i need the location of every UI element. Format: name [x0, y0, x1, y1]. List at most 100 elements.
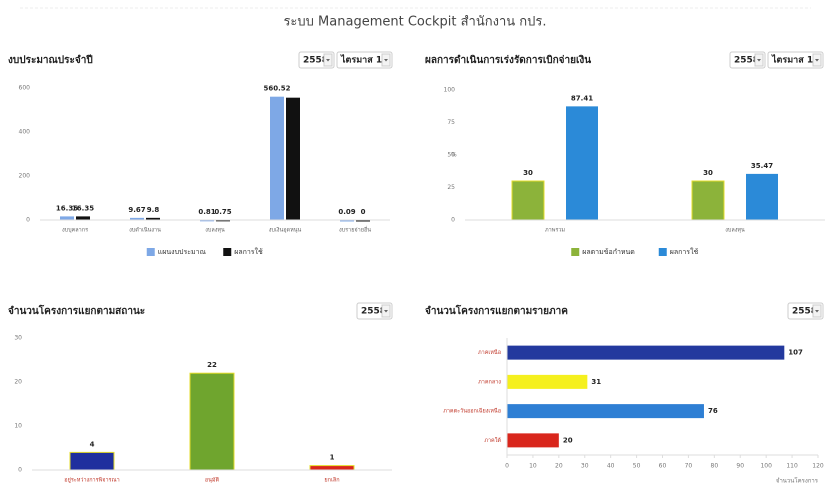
- legend-label: แผนงบประมาณ: [158, 248, 207, 256]
- y-tick-label: 400: [19, 129, 31, 136]
- bar: [507, 374, 588, 389]
- x-tick-label: 90: [736, 463, 744, 470]
- value-label: 4: [90, 440, 95, 448]
- value-label: 31: [591, 378, 601, 386]
- value-label: 87.41: [571, 94, 593, 102]
- dropdown-arrow[interactable]: [384, 310, 388, 313]
- y-tick-label: 100: [444, 87, 456, 94]
- legend-swatch: [571, 248, 580, 256]
- x-tick-label: 20: [555, 463, 563, 470]
- bar: [356, 220, 370, 222]
- value-label: 0.09: [338, 208, 355, 216]
- bar: [189, 372, 235, 471]
- x-tick-label: 120: [812, 463, 824, 470]
- value-label: 0.81: [198, 208, 215, 216]
- panel-title: จำนวนโครงการแยกตามสถานะ: [8, 304, 145, 317]
- panel-title: ผลการดำเนินการเร่งรัดการเบิกจ่ายเงิน: [425, 54, 591, 66]
- x-tick-label: อยู่ระหว่างการพิจารณา: [64, 477, 119, 484]
- x-tick-label: 50: [633, 463, 641, 470]
- value-label: 9.8: [147, 206, 160, 214]
- bar: [76, 216, 90, 220]
- page-title: ระบบ Management Cockpit สำนักงาน กปร.: [283, 15, 546, 30]
- dropdown[interactable]: 2558: [787, 302, 824, 320]
- dropdown-arrow[interactable]: [815, 310, 819, 313]
- legend-label: ผลการใช้: [670, 247, 699, 256]
- bar: [146, 217, 160, 220]
- dropdown-label[interactable]: 2558: [361, 307, 386, 317]
- y-tick-label: ภาคกลาง: [478, 379, 501, 385]
- bar: [746, 173, 778, 220]
- dropdown[interactable]: ไตรมาส 1: [336, 51, 393, 69]
- legend-swatch: [146, 248, 155, 256]
- y-tick-label: ภาคใต้: [484, 437, 501, 444]
- bar: [566, 106, 598, 220]
- value-label: 16.35: [72, 204, 94, 212]
- dropdown[interactable]: 2558: [298, 51, 335, 69]
- panel-title: งบประมาณประจำปี: [8, 54, 93, 66]
- dropdown-arrow[interactable]: [757, 59, 761, 62]
- x-tick-label: 60: [659, 463, 667, 470]
- bar: [507, 404, 704, 419]
- legend-label: ผลตามข้อกำหนด: [582, 248, 635, 256]
- dropdown-box[interactable]: [767, 51, 824, 69]
- x-tick-label: งบเงินอุดหนุน: [269, 227, 302, 234]
- value-label: 9.67: [128, 206, 145, 214]
- y-tick-label: ภาคตะวันออกเฉียงเหนือ: [443, 408, 501, 415]
- bar: [507, 345, 785, 360]
- legend-label: ผลการใช้: [234, 247, 263, 256]
- legend-swatch: [658, 248, 667, 256]
- bar: [340, 219, 354, 222]
- y-tick-label: 25: [447, 184, 455, 191]
- dropdown[interactable]: 2558: [356, 302, 393, 320]
- value-label: 30: [523, 169, 533, 177]
- dropdown-label[interactable]: 2558: [792, 307, 817, 317]
- x-tick-label: 0: [505, 463, 509, 470]
- x-tick-label: อนุมัติ: [205, 477, 220, 484]
- y-tick-label: 20: [14, 379, 22, 386]
- y-axis-label: %: [451, 152, 457, 159]
- y-tick-label: ภาคเหนือ: [478, 349, 501, 356]
- x-tick-label: ยกเลิก: [324, 477, 339, 484]
- y-tick-label: 30: [14, 335, 22, 342]
- dropdown-arrow[interactable]: [384, 59, 388, 62]
- x-tick-label: ภาพรวม: [545, 228, 565, 234]
- x-tick-label: 40: [607, 463, 615, 470]
- value-label: 0.75: [214, 208, 231, 216]
- x-tick-label: งบบุคลากร: [62, 228, 88, 234]
- bar: [200, 219, 214, 222]
- y-tick-label: 50: [447, 152, 455, 159]
- x-tick-label: 30: [581, 463, 589, 470]
- dropdown-box[interactable]: [336, 51, 393, 69]
- bar: [130, 217, 144, 220]
- value-label: 107: [788, 349, 803, 357]
- bar: [270, 96, 284, 220]
- y-tick-label: 0: [451, 217, 455, 224]
- y-tick-label: 0: [18, 467, 22, 474]
- y-tick-label: 10: [14, 423, 22, 430]
- x-axis-label: จำนวนโครงการ: [776, 477, 819, 485]
- bar: [216, 219, 230, 222]
- y-tick-label: 200: [19, 173, 31, 180]
- bar: [691, 180, 725, 221]
- dropdown-label[interactable]: 2558: [303, 56, 328, 66]
- dropdown-label[interactable]: ไตรมาส 1: [340, 54, 382, 66]
- dropdown[interactable]: ไตรมาส 1: [767, 51, 824, 69]
- value-label: 76: [708, 407, 718, 415]
- bar: [511, 180, 545, 221]
- dropdown-arrow[interactable]: [326, 59, 330, 62]
- value-label: 30: [703, 169, 713, 177]
- dropdown[interactable]: 2558: [729, 51, 766, 69]
- y-tick-label: 75: [447, 119, 455, 126]
- x-tick-label: 100: [760, 463, 772, 470]
- dropdown-arrow[interactable]: [815, 59, 819, 62]
- dropdown-label[interactable]: 2558: [734, 56, 759, 66]
- value-label: 22: [207, 361, 217, 369]
- value-label: 20: [563, 436, 573, 444]
- y-tick-label: 600: [19, 85, 31, 92]
- value-label: 0: [361, 208, 366, 216]
- x-tick-label: 70: [685, 463, 693, 470]
- dropdown-label[interactable]: ไตรมาส 1: [771, 54, 813, 66]
- bar: [309, 465, 355, 471]
- value-label: 16.35: [56, 204, 78, 212]
